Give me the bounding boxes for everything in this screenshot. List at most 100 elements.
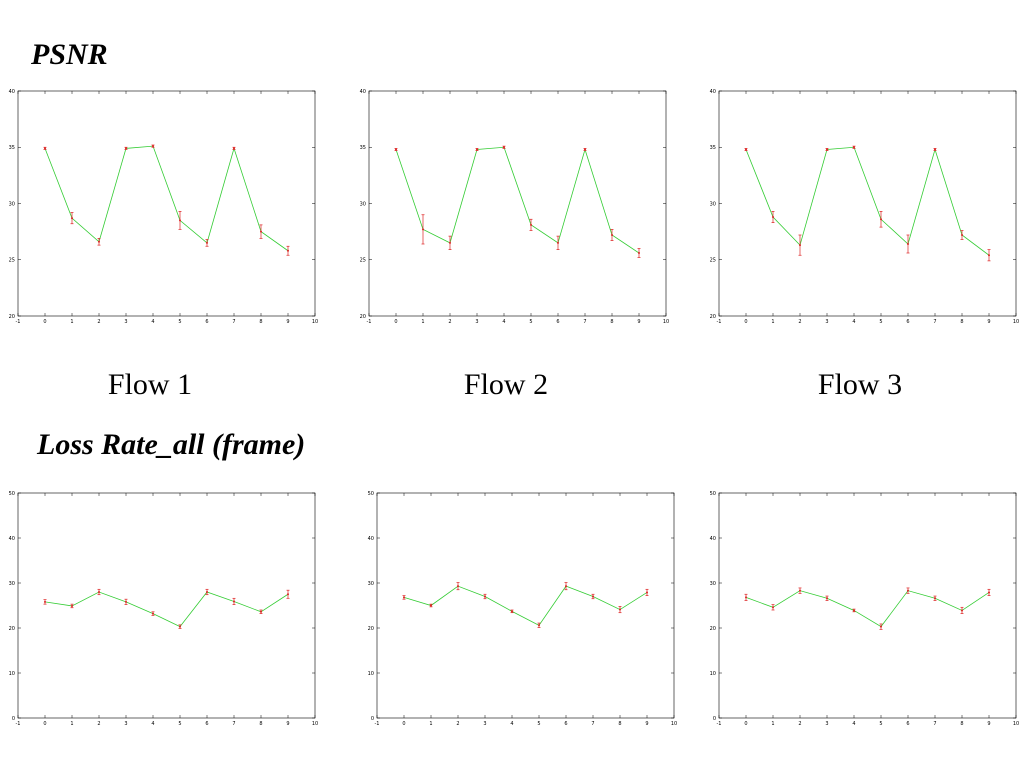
- x-tick-label: 10: [1013, 319, 1019, 325]
- y-tick-label: 50: [9, 491, 15, 497]
- x-tick-label: 2: [798, 319, 801, 325]
- x-tick-label: 0: [43, 721, 46, 727]
- x-tick-label: 5: [879, 319, 882, 325]
- x-tick-label: 9: [645, 721, 648, 727]
- x-tick-label: 0: [394, 319, 397, 325]
- x-tick-label: 4: [510, 721, 513, 727]
- y-tick-label: 40: [9, 536, 15, 542]
- data-point: [98, 591, 100, 593]
- y-tick-label: 10: [710, 671, 716, 677]
- y-tick-label: 40: [710, 89, 716, 95]
- x-tick-label: 6: [906, 721, 909, 727]
- data-point: [988, 254, 990, 257]
- x-tick-label: 7: [232, 319, 235, 325]
- x-tick-label: 7: [583, 319, 586, 325]
- x-tick-label: 9: [286, 721, 289, 727]
- x-tick-label: 7: [933, 721, 936, 727]
- data-point: [287, 593, 289, 596]
- x-tick-label: -1: [16, 319, 21, 325]
- x-tick-label: 6: [564, 721, 567, 727]
- y-tick-label: 10: [368, 671, 374, 677]
- y-tick-label: 20: [9, 626, 15, 632]
- psnr-heading: PSNR: [31, 38, 108, 71]
- data-point: [934, 597, 936, 600]
- data-point: [772, 606, 774, 609]
- y-tick-label: 25: [360, 258, 366, 264]
- flow-3-label: Flow 3: [817, 368, 903, 401]
- x-tick-label: 3: [475, 319, 478, 325]
- x-tick-label: 5: [879, 721, 882, 727]
- x-tick-label: 10: [1013, 721, 1019, 727]
- data-point: [44, 600, 46, 603]
- psnr-chart-flow-2: -1 0 1 2 3 4 5 6 7 8 9 10 20 25 30 35 40: [360, 89, 670, 325]
- x-tick-label: 0: [744, 721, 747, 727]
- data-point: [584, 148, 586, 151]
- data-point: [565, 585, 567, 588]
- x-tick-label: -1: [16, 721, 21, 727]
- y-tick-label: 35: [9, 145, 15, 151]
- x-tick-label: 1: [70, 319, 73, 325]
- plot-frame: [376, 492, 675, 719]
- x-tick-label: 6: [205, 319, 208, 325]
- psnr-chart-flow-1: -1 0 1 2 3 4 5 6 7 8 9 10 20 25 30 35 40: [9, 89, 319, 325]
- data-point: [422, 228, 424, 231]
- data-point: [538, 624, 540, 627]
- data-point: [961, 234, 963, 236]
- y-tick-label: 35: [710, 145, 716, 151]
- data-point: [484, 595, 486, 598]
- x-tick-label: -1: [717, 721, 722, 727]
- x-tick-label: 4: [852, 319, 855, 325]
- y-tick-label: 40: [368, 536, 374, 542]
- x-tick-label: 2: [97, 319, 100, 325]
- x-tick-label: 2: [456, 721, 459, 727]
- x-tick-label: -1: [367, 319, 372, 325]
- series-line: [395, 146, 640, 254]
- x-tick-label: 9: [987, 319, 990, 325]
- data-point: [152, 612, 154, 615]
- x-tick-label: 4: [852, 721, 855, 727]
- x-tick-label: 4: [151, 319, 154, 325]
- x-tick-label: 1: [70, 721, 73, 727]
- x-tick-label: 8: [610, 319, 613, 325]
- y-tick-label: 30: [710, 581, 716, 587]
- series-line: [403, 585, 648, 626]
- data-point: [853, 609, 855, 612]
- data-point: [961, 609, 963, 612]
- x-tick-label: 10: [312, 319, 318, 325]
- y-tick-label: 25: [710, 258, 716, 264]
- y-tick-label: 40: [710, 536, 716, 542]
- x-tick-label: 1: [429, 721, 432, 727]
- data-point: [772, 216, 774, 218]
- x-tick-label: 8: [259, 721, 262, 727]
- data-point: [503, 146, 505, 149]
- x-tick-label: 0: [402, 721, 405, 727]
- y-tick-label: 35: [360, 145, 366, 151]
- x-tick-label: 10: [663, 319, 669, 325]
- x-tick-label: 5: [537, 721, 540, 727]
- data-point: [457, 585, 459, 588]
- x-tick-label: 7: [591, 721, 594, 727]
- data-point: [71, 217, 73, 220]
- loss-rate-heading: Loss Rate_all (frame): [37, 428, 306, 461]
- data-point: [260, 230, 262, 233]
- data-point: [152, 145, 154, 148]
- data-point: [853, 146, 855, 149]
- x-tick-label: 8: [960, 721, 963, 727]
- data-point: [611, 234, 613, 236]
- psnr-chart-flow-3: -1 0 1 2 3 4 5 6 7 8 9 10 20 25 30 35 40: [710, 89, 1020, 325]
- x-tick-label: 8: [960, 319, 963, 325]
- y-tick-label: 0: [713, 716, 716, 722]
- y-tick-label: 50: [368, 491, 374, 497]
- data-point: [206, 241, 208, 244]
- x-tick-label: 4: [502, 319, 505, 325]
- x-tick-label: 4: [151, 721, 154, 727]
- data-point: [592, 595, 594, 598]
- flow-2-label: Flow 2: [463, 368, 549, 401]
- x-tick-label: 1: [771, 319, 774, 325]
- x-tick-label: 3: [483, 721, 486, 727]
- x-tick-label: 3: [825, 721, 828, 727]
- data-point: [260, 610, 262, 613]
- x-tick-label: 6: [556, 319, 559, 325]
